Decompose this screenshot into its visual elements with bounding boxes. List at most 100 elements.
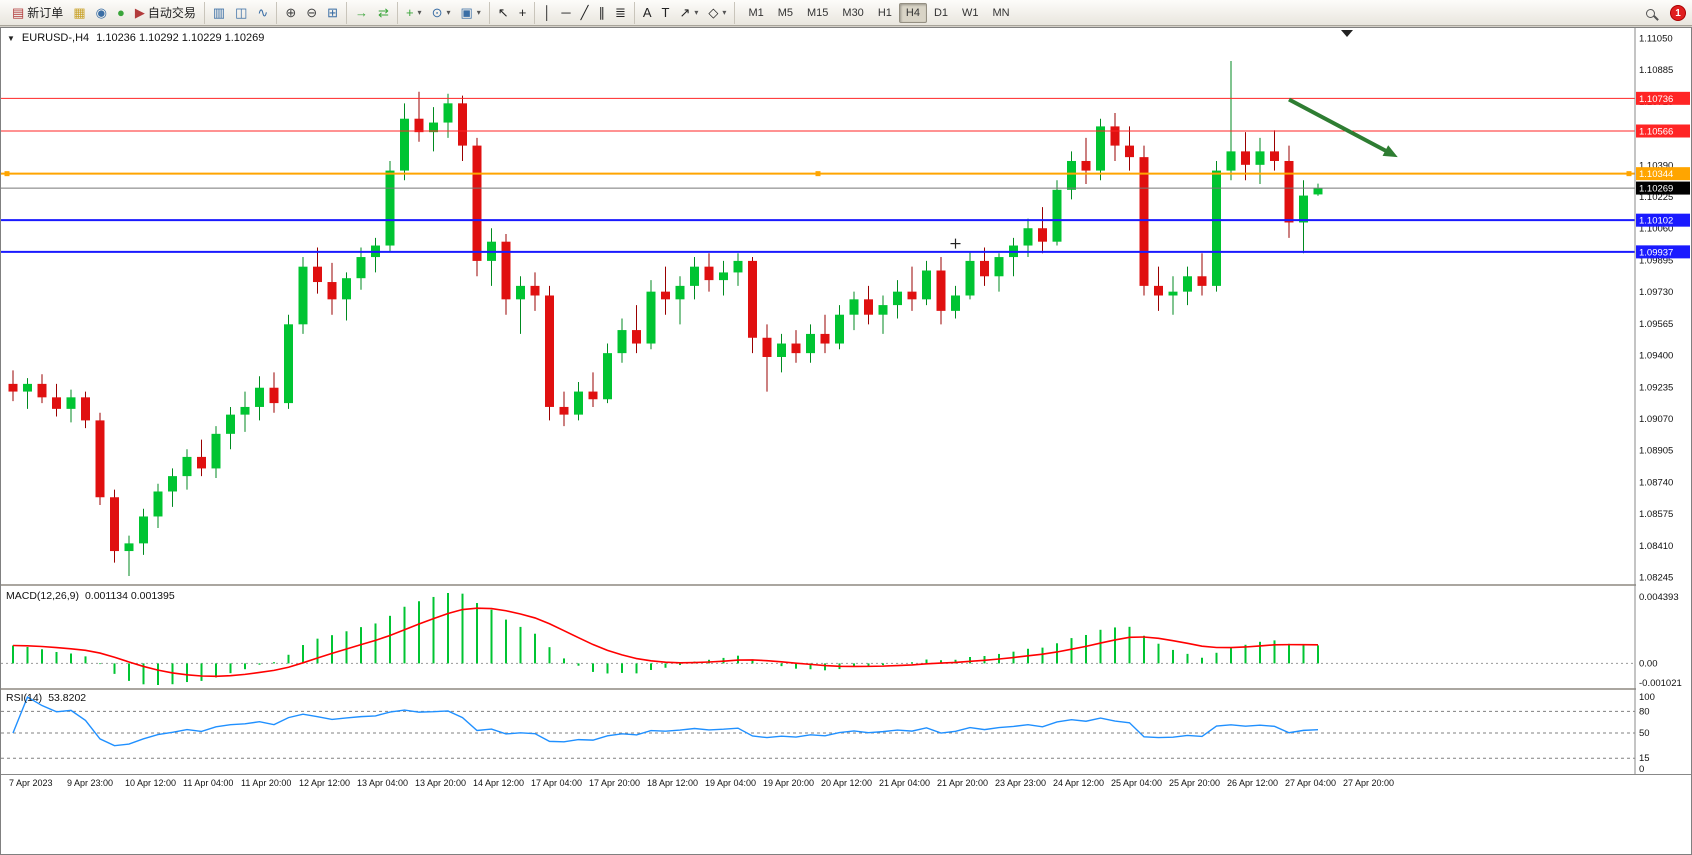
toolbar-group: ↖ + <box>490 1 536 24</box>
bull-candle <box>429 122 438 133</box>
profiles-button[interactable]: ◉ <box>91 3 112 22</box>
chart-shift-button[interactable]: → <box>350 3 373 22</box>
line-handle[interactable] <box>815 171 821 177</box>
time-axis-label: 24 Apr 12:00 <box>1053 778 1104 788</box>
trend-arrow-head[interactable] <box>1382 145 1398 158</box>
bear-candle <box>545 295 554 407</box>
time-axis-label: 9 Apr 23:00 <box>67 778 113 788</box>
bear-candle <box>980 260 989 277</box>
zoom-out-button[interactable]: ⊖ <box>301 3 322 22</box>
line-chart-button[interactable]: ∿ <box>252 3 273 22</box>
time-axis-label: 20 Apr 12:00 <box>821 778 872 788</box>
bull-candle <box>182 456 192 477</box>
bull-candle <box>1299 195 1308 223</box>
timeframe-w1-button[interactable]: W1 <box>962 6 979 19</box>
candlestick-chart-icon: ◫ <box>235 5 248 20</box>
bull-candle <box>1067 160 1076 190</box>
timeframe-m15-button[interactable]: M15 <box>807 6 829 19</box>
bull-candle <box>574 391 583 415</box>
rsi-value: 53.8202 <box>48 692 87 704</box>
text-icon: A <box>642 5 652 20</box>
toolbar-groups: ▤ 新订单 ▦ ◉ ● ▶ 自动交易 ▥ ◫ ∿ ⊕ ⊖ ⊞ → ⇄ + ▾ ⊙ ▾ ▣ ▾ ↖ + │ ─ ╱ ∥ ≣ A T ↗ ▾ ◇ ▾ <box>4 0 736 25</box>
cursor-button[interactable]: ↖ <box>493 3 514 22</box>
bear-candle <box>632 330 641 344</box>
cursor-icon: ↖ <box>497 5 509 20</box>
bull-candle <box>878 305 888 315</box>
new-chart-button[interactable]: ▦ <box>68 3 90 22</box>
timeframe-m30-button[interactable]: M30 <box>842 6 864 19</box>
time-axis-label: 21 Apr 20:00 <box>937 778 988 788</box>
bar-chart-button[interactable]: ▥ <box>208 3 230 22</box>
time-axis-label: 13 Apr 20:00 <box>415 778 466 788</box>
data-window-button[interactable]: ● <box>112 3 130 22</box>
line-handle[interactable] <box>1626 171 1632 177</box>
ohlc-values: 1.10236 1.10292 1.10229 1.10269 <box>96 32 265 44</box>
fibonacci-button[interactable]: ≣ <box>610 3 631 22</box>
timeframe-m1-button[interactable]: M1 <box>748 6 764 19</box>
timeframe-h4-button[interactable]: H4 <box>898 2 927 23</box>
bull-candle <box>777 343 786 357</box>
rsi-label: RSI(14) 53.8202 <box>6 692 86 704</box>
tile-windows-button[interactable]: ⊞ <box>322 3 343 22</box>
chart-plot-area[interactable] <box>1 28 1635 583</box>
templates-icon: ▣ <box>460 5 473 20</box>
auto-trading-button[interactable]: ▶ 自动交易 <box>130 1 201 24</box>
zoom-in-button[interactable]: ⊕ <box>280 3 301 22</box>
candlestick-chart-button[interactable]: ◫ <box>230 3 252 22</box>
line-handle[interactable] <box>4 171 10 177</box>
vertical-line-button[interactable]: │ <box>538 3 556 22</box>
trend-arrow-annotation[interactable] <box>1288 97 1392 156</box>
bull-candle <box>153 491 163 517</box>
pane-separator[interactable] <box>1 584 1691 586</box>
timeframe-m5-button[interactable]: M5 <box>777 6 793 19</box>
horizontal-line-button[interactable]: ─ <box>556 3 575 22</box>
bull-candle <box>994 257 1004 277</box>
bull-candle <box>1023 228 1033 246</box>
arrows-button[interactable]: ↗ ▾ <box>675 3 704 22</box>
timeframe-h1-button[interactable]: H1 <box>877 6 892 19</box>
time-axis-label: 17 Apr 20:00 <box>589 778 640 788</box>
toolbar-group: ▤ 新订单 ▦ ◉ ● ▶ 自动交易 <box>4 1 205 24</box>
bear-candle <box>1270 151 1279 161</box>
bull-candle <box>516 285 525 300</box>
periods-button[interactable]: ⊙ ▾ <box>427 3 456 22</box>
shapes-button[interactable]: ◇ ▾ <box>703 3 731 22</box>
time-axis-label: 19 Apr 04:00 <box>705 778 756 788</box>
search-button[interactable] <box>1641 6 1660 21</box>
chart-shift-marker[interactable] <box>1341 30 1353 37</box>
crosshair-button[interactable]: + <box>514 3 532 22</box>
time-axis-label: 11 Apr 04:00 <box>183 778 233 788</box>
trendline-button[interactable]: ╱ <box>576 3 594 22</box>
price-axis[interactable] <box>1636 28 1691 773</box>
rsi-axis-label: 80 <box>1639 706 1650 717</box>
templates-button[interactable]: ▣ ▾ <box>455 3 485 22</box>
auto-scroll-button[interactable]: ⇄ <box>373 3 394 22</box>
bull-candle <box>1212 170 1221 286</box>
time-axis-label: 25 Apr 04:00 <box>1111 778 1162 788</box>
bear-candle <box>1110 126 1120 146</box>
time-axis[interactable] <box>1 775 1691 793</box>
time-axis-label: 27 Apr 04:00 <box>1285 778 1336 788</box>
auto-scroll-icon: ⇄ <box>378 5 389 20</box>
one-click-toggle-icon[interactable]: ▼ <box>7 33 15 43</box>
price-axis-label: 1.10225 <box>1639 192 1673 203</box>
macd-signal-line <box>12 607 1319 678</box>
trendline-icon: ╱ <box>580 5 589 20</box>
indicators-button[interactable]: + ▾ <box>401 3 427 22</box>
text-button[interactable]: A <box>638 3 657 22</box>
price-badge <box>1636 167 1690 181</box>
price-badge <box>1636 245 1690 259</box>
timeframe-mn-button[interactable]: MN <box>992 6 1010 19</box>
equidistant-channel-button[interactable]: ∥ <box>593 3 610 22</box>
equidistant-channel-icon: ∥ <box>598 5 605 20</box>
timeframe-d1-button[interactable]: D1 <box>933 6 948 19</box>
pane-separator[interactable] <box>1 688 1691 690</box>
price-axis-label: 1.09895 <box>1639 255 1673 266</box>
new-order-button[interactable]: ▤ 新订单 <box>7 1 68 24</box>
rsi-axis-label: 0 <box>1639 764 1644 775</box>
bull-candle <box>400 118 409 171</box>
price-badge <box>1636 124 1690 138</box>
text-label-icon: T <box>661 5 670 20</box>
text-label-button[interactable]: T <box>657 3 675 22</box>
notification-badge[interactable]: 1 <box>1670 5 1686 21</box>
